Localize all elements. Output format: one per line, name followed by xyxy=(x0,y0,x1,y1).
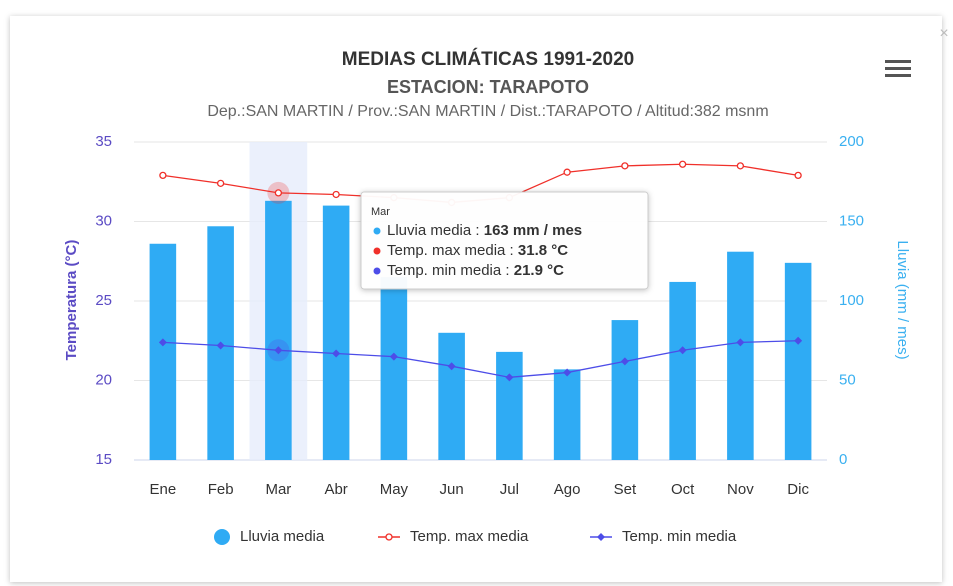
tooltip-separator: : xyxy=(501,262,514,279)
tooltip-box xyxy=(360,191,649,290)
point xyxy=(332,349,341,358)
menu-bar xyxy=(885,74,911,77)
point xyxy=(332,190,340,199)
legend-label: Temp. min media xyxy=(622,528,737,545)
y2-tick-label: 50 xyxy=(839,371,856,388)
legend-label: Lluvia media xyxy=(240,528,325,545)
point xyxy=(505,373,514,382)
legend-item[interactable]: Lluvia media xyxy=(214,528,325,545)
x-tick-label: Oct xyxy=(671,481,695,498)
chart-caption: Dep.:SAN MARTIN / Prov.:SAN MARTIN / Dis… xyxy=(207,103,768,120)
x-tick-label: Jul xyxy=(500,481,519,498)
chart-subtitle: ESTACION: TARAPOTO xyxy=(387,77,589,97)
point xyxy=(447,362,456,371)
point xyxy=(216,179,225,187)
tooltip-name: Lluvia media xyxy=(387,222,472,239)
bar xyxy=(380,277,408,460)
point xyxy=(158,338,167,347)
point xyxy=(678,346,687,355)
tooltip-value: 31.8 °C xyxy=(518,242,568,259)
point xyxy=(389,352,398,361)
point xyxy=(274,189,283,197)
menu-bar xyxy=(885,60,911,63)
tooltip-title: Mar xyxy=(371,206,390,218)
legend-item[interactable]: Temp. max media xyxy=(378,528,529,545)
y2-tick-label: 100 xyxy=(839,292,864,309)
tooltip-separator: : xyxy=(471,222,484,239)
point xyxy=(736,338,745,347)
x-tick-label: Nov xyxy=(727,481,754,498)
y-tick-label: 25 xyxy=(95,292,112,309)
point xyxy=(563,168,571,176)
tooltip: Mar Lluvia media : 163 mm / mes Temp. max … xyxy=(360,191,649,290)
tooltip-dot xyxy=(373,247,381,255)
bar xyxy=(322,205,350,460)
tooltip-row: Temp. max media : 31.8 °C xyxy=(387,242,568,259)
point xyxy=(620,357,629,366)
point xyxy=(621,162,629,170)
x-tick-label: Feb xyxy=(208,481,234,498)
y2-tick-label: 150 xyxy=(839,212,864,229)
x-tick-label: Dic xyxy=(787,481,809,498)
y2-axis-title: Lluvia (mm / mes) xyxy=(894,240,911,359)
y-tick-label: 35 xyxy=(95,133,112,150)
point xyxy=(216,341,225,350)
x-tick-label: Ago xyxy=(554,481,581,498)
y2-tick-label: 0 xyxy=(839,451,847,468)
legend-symbol xyxy=(597,533,605,541)
bar xyxy=(265,200,292,460)
bar xyxy=(611,320,639,460)
bar xyxy=(784,262,812,460)
menu-bar xyxy=(885,67,911,70)
bar xyxy=(727,251,754,460)
x-tick-label: Abr xyxy=(324,481,347,498)
bar xyxy=(438,332,465,460)
point xyxy=(159,171,167,180)
point xyxy=(794,336,803,345)
tooltip-name: Temp. max media xyxy=(387,242,506,259)
tooltip-row: Temp. min media : 21.9 °C xyxy=(387,262,564,279)
x-tick-label: Mar xyxy=(265,481,291,498)
point xyxy=(736,162,745,170)
y-tick-label: 20 xyxy=(95,371,112,388)
bar xyxy=(669,281,696,460)
tooltip-row: Lluvia media : 163 mm / mes xyxy=(387,222,582,239)
point xyxy=(794,171,802,180)
bar xyxy=(496,351,523,460)
tooltip-dot xyxy=(373,267,381,275)
y-tick-label: 30 xyxy=(95,212,112,229)
tooltip-separator: : xyxy=(505,242,518,259)
x-tick-label: Jun xyxy=(440,481,464,498)
tooltip-name: Temp. min media xyxy=(387,262,502,279)
y-tick-label: 15 xyxy=(95,451,112,468)
y-axis-title: Temperatura (°C) xyxy=(63,240,80,361)
tooltip-value: 21.9 °C xyxy=(514,262,564,279)
bar xyxy=(149,243,177,460)
close-button[interactable]: × xyxy=(939,25,948,42)
x-tick-label: Ene xyxy=(150,481,177,498)
point xyxy=(274,346,283,355)
point xyxy=(678,160,687,168)
chart-title: MEDIAS CLIMÁTICAS 1991-2020 xyxy=(342,48,634,70)
legend-symbol xyxy=(385,533,393,541)
x-tick-label: Set xyxy=(614,481,637,498)
legend-symbol xyxy=(214,529,230,545)
legend-item[interactable]: Temp. min media xyxy=(590,528,737,545)
bar xyxy=(553,369,581,460)
legend-label: Temp. max media xyxy=(410,528,529,545)
x-tick-label: May xyxy=(380,481,409,498)
menu-button[interactable] xyxy=(885,60,911,77)
tooltip-dot xyxy=(373,227,381,235)
point xyxy=(563,368,572,377)
tooltip-value: 163 mm / mes xyxy=(484,222,582,239)
line xyxy=(162,340,799,378)
y2-tick-label: 200 xyxy=(839,133,864,150)
